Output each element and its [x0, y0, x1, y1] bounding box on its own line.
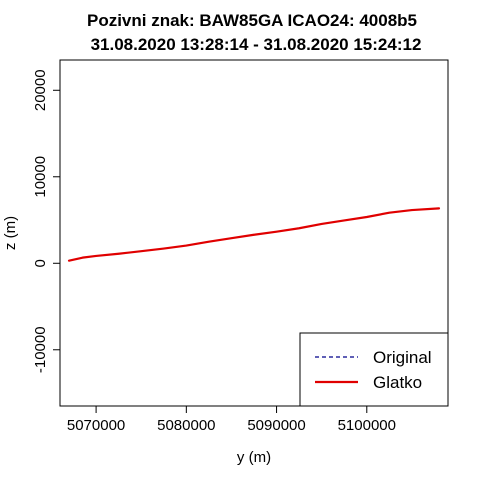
x-axis: 5070000 5080000 5090000 5100000 [67, 405, 396, 434]
y-tick-label: -10000 [32, 326, 49, 373]
legend: Original Glatko [299, 332, 449, 407]
x-tick-label: 5070000 [67, 417, 125, 434]
x-tick-label: 5100000 [338, 417, 396, 434]
y-axis: -10000 0 10000 20000 [32, 69, 61, 373]
series-layer [67, 207, 441, 262]
legend-label-original: Original [373, 348, 432, 367]
y-tick-label: 10000 [32, 156, 49, 198]
y-axis-label: z (m) [2, 216, 19, 250]
legend-box [299, 332, 449, 407]
y-tick-label: 20000 [32, 69, 49, 111]
chart-title-line1: Pozivni znak: BAW85GA ICAO24: 4008b5 [87, 11, 417, 30]
series-line-glatko [67, 207, 441, 262]
legend-label-glatko: Glatko [373, 373, 422, 392]
x-axis-label: y (m) [237, 449, 271, 466]
x-tick-label: 5090000 [247, 417, 305, 434]
x-tick-label: 5080000 [157, 417, 215, 434]
chart-title-line2: 31.08.2020 13:28:14 - 31.08.2020 15:24:1… [91, 35, 422, 54]
y-tick-label: 0 [32, 259, 49, 267]
